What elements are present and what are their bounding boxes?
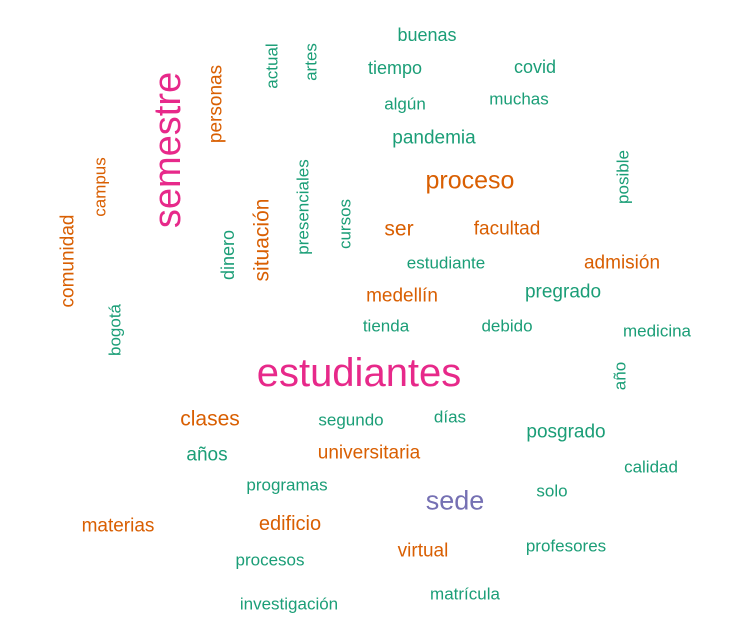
word-matricula: matrícula bbox=[430, 584, 500, 604]
word-presenciales: presenciales bbox=[293, 159, 313, 255]
word-proceso: proceso bbox=[425, 166, 515, 195]
word-programas: programas bbox=[246, 475, 328, 495]
word-semestre: semestre bbox=[147, 71, 189, 229]
word-profesores: profesores bbox=[525, 536, 607, 556]
word-debido: debido bbox=[481, 316, 533, 336]
word-medicina: medicina bbox=[622, 321, 692, 341]
word-ano: año bbox=[610, 361, 630, 391]
word-dias: días bbox=[433, 407, 467, 427]
word-edificio: edificio bbox=[258, 513, 322, 535]
word-situacion: situación bbox=[250, 198, 274, 282]
word-procesos: procesos bbox=[235, 550, 305, 570]
word-bogota: bogotá bbox=[105, 304, 125, 356]
word-facultad: facultad bbox=[473, 218, 541, 240]
word-pandemia: pandemia bbox=[392, 127, 476, 149]
word-artes: artes bbox=[301, 43, 321, 81]
word-ser: ser bbox=[384, 217, 414, 241]
word-comunidad: comunidad bbox=[57, 214, 79, 308]
word-clases: clases bbox=[180, 407, 240, 431]
word-estudiante: estudiante bbox=[406, 253, 486, 273]
word-pregrado: pregrado bbox=[524, 281, 602, 303]
word-posgrado: posgrado bbox=[526, 421, 606, 443]
word-campus: campus bbox=[90, 157, 110, 217]
word-admision: admisión bbox=[583, 252, 661, 274]
word-materias: materias bbox=[81, 515, 155, 537]
word-tienda: tienda bbox=[362, 316, 410, 336]
word-muchas: muchas bbox=[489, 89, 549, 109]
word-virtual: virtual bbox=[397, 540, 449, 562]
word-calidad: calidad bbox=[624, 457, 678, 477]
word-sede: sede bbox=[425, 485, 485, 516]
word-posible: posible bbox=[613, 150, 633, 204]
word-algun: algún bbox=[384, 94, 426, 114]
word-estudiantes: estudiantes bbox=[256, 351, 462, 395]
word-anos: años bbox=[186, 444, 228, 466]
word-covid: covid bbox=[513, 57, 557, 77]
word-actual: actual bbox=[262, 43, 282, 89]
word-solo: solo bbox=[536, 481, 568, 501]
word-tiempo: tiempo bbox=[367, 58, 423, 78]
word-dinero: dinero bbox=[218, 229, 238, 281]
word-personas: personas bbox=[205, 64, 227, 144]
word-medellin: medellín bbox=[366, 285, 438, 307]
word-universitaria: universitaria bbox=[317, 442, 421, 464]
word-segundo: segundo bbox=[318, 410, 384, 430]
word-cursos: cursos bbox=[335, 198, 355, 250]
word-investigacion: investigación bbox=[239, 594, 339, 614]
word-buenas: buenas bbox=[397, 25, 457, 45]
